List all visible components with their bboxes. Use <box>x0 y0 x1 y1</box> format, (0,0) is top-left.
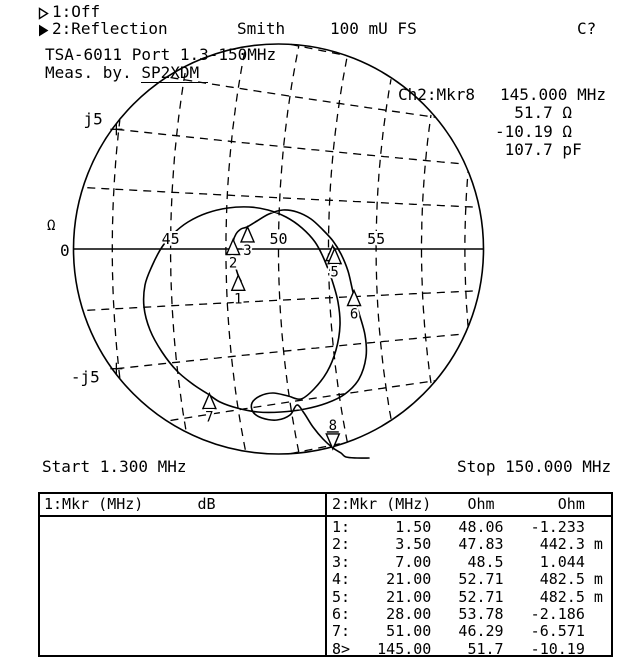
marker-3-symbol <box>239 225 256 243</box>
table-row: 4: 21.00 52.71 482.5 m <box>332 570 603 589</box>
marker-7-label: 7 <box>205 410 213 426</box>
ch2-table-rows: 1: 1.50 48.06 -1.233 2: 3.50 47.83 442.3 … <box>332 518 603 658</box>
grid-reactance--2.5 <box>87 290 480 311</box>
table-row: 3: 7.00 48.5 1.044 <box>332 552 585 571</box>
readout-reactance: -10.19 Ω <box>495 122 573 141</box>
axis-label-zero: 0 <box>60 241 70 260</box>
marker-2-symbol <box>225 237 241 256</box>
marker-3-label: 3 <box>243 243 251 259</box>
axis-label-ohm: Ω <box>47 218 55 234</box>
marker-1-symbol <box>230 273 246 291</box>
axis-label-minus-j5: -j5 <box>71 368 100 387</box>
table-row: 2: 3.50 47.83 442.3 m <box>332 535 603 554</box>
grid-resistance-50 <box>277 45 300 453</box>
axis-label-j5: j5 <box>84 109 103 128</box>
table-row: 7: 51.00 46.29 -6.571 <box>332 622 585 641</box>
measured-by-prefix: Meas. by. <box>45 63 142 82</box>
ch1-pointer-icon <box>38 7 49 20</box>
marker-4-label: 4 <box>328 262 336 278</box>
readout-frequency: 145.000 MHz <box>500 85 606 104</box>
sweep-start: Start 1.300 MHz <box>42 457 187 476</box>
readout-capacitance: 107.7 pF <box>495 140 582 159</box>
outer-circle <box>72 43 485 455</box>
display-format: Smith <box>237 19 286 38</box>
marker-8-symbol <box>325 433 341 451</box>
marker-5-label: 5 <box>330 265 338 281</box>
readout-resistance: 51.7 Ω <box>495 103 573 122</box>
axis-label-55: 55 <box>367 230 385 248</box>
marker-1-label: 1 <box>234 291 242 307</box>
trace-ch2 <box>142 206 370 459</box>
grid-resistance-57.5 <box>420 114 432 384</box>
marker-6-symbol <box>346 288 362 307</box>
marker-table: 1:Mkr (MHz) dB 2:Mkr (MHz) Ohm Ohm 1: 1.… <box>38 492 613 658</box>
readout-marker-label: Ch2:Mkr8 <box>398 85 476 104</box>
grid-reactance--5 <box>116 333 466 370</box>
operator-callsign: SP2XDM <box>141 63 209 83</box>
table-panel-divider <box>325 494 327 655</box>
ch2-table-header: 2:Mkr (MHz) Ohm Ohm <box>332 495 585 513</box>
measured-by-line: Meas. by. SP2XDM <box>45 63 209 83</box>
grid-reactance--10 <box>290 442 346 455</box>
grid-reactance-7.5 <box>170 76 437 118</box>
ch2-pointer-icon <box>39 24 49 37</box>
table-row: 8> 145.00 51.7 -10.19 <box>332 639 585 658</box>
ch1-table-header: 1:Mkr (MHz) dB <box>44 495 216 513</box>
table-row: 5: 21.00 52.71 482.5 m <box>332 587 603 606</box>
marker-2-label: 2 <box>229 256 237 272</box>
marker-6-label: 6 <box>350 307 358 323</box>
scale-per-div: 100 mU FS <box>330 19 417 38</box>
marker-7-symbol <box>201 391 217 410</box>
cal-status: C? <box>577 19 597 38</box>
grid-reactance--7.5 <box>170 380 437 422</box>
table-row: 1: 1.50 48.06 -1.233 <box>332 518 585 536</box>
measurement-title: TSA-6011 Port 1.3-150MHz <box>45 45 277 64</box>
grid-resistance-52.5 <box>327 55 349 443</box>
axis-label-50: 50 <box>269 230 287 248</box>
marker-8-label: 8 <box>329 418 337 434</box>
ch1-status: 1:Off <box>52 2 101 21</box>
grid-reactance-5 <box>116 128 466 165</box>
grid-reactance-10 <box>290 43 346 56</box>
axis-label-45: 45 <box>162 230 180 248</box>
grid-reactance-2.5 <box>87 187 480 208</box>
marker-5-symbol <box>327 246 343 265</box>
grid-resistance-45 <box>169 68 187 430</box>
table-row: 6: 28.00 53.78 -2.186 <box>332 605 585 624</box>
sweep-stop: Stop 150.000 MHz <box>457 457 612 476</box>
ch2-status: 2:Reflection <box>52 19 168 38</box>
